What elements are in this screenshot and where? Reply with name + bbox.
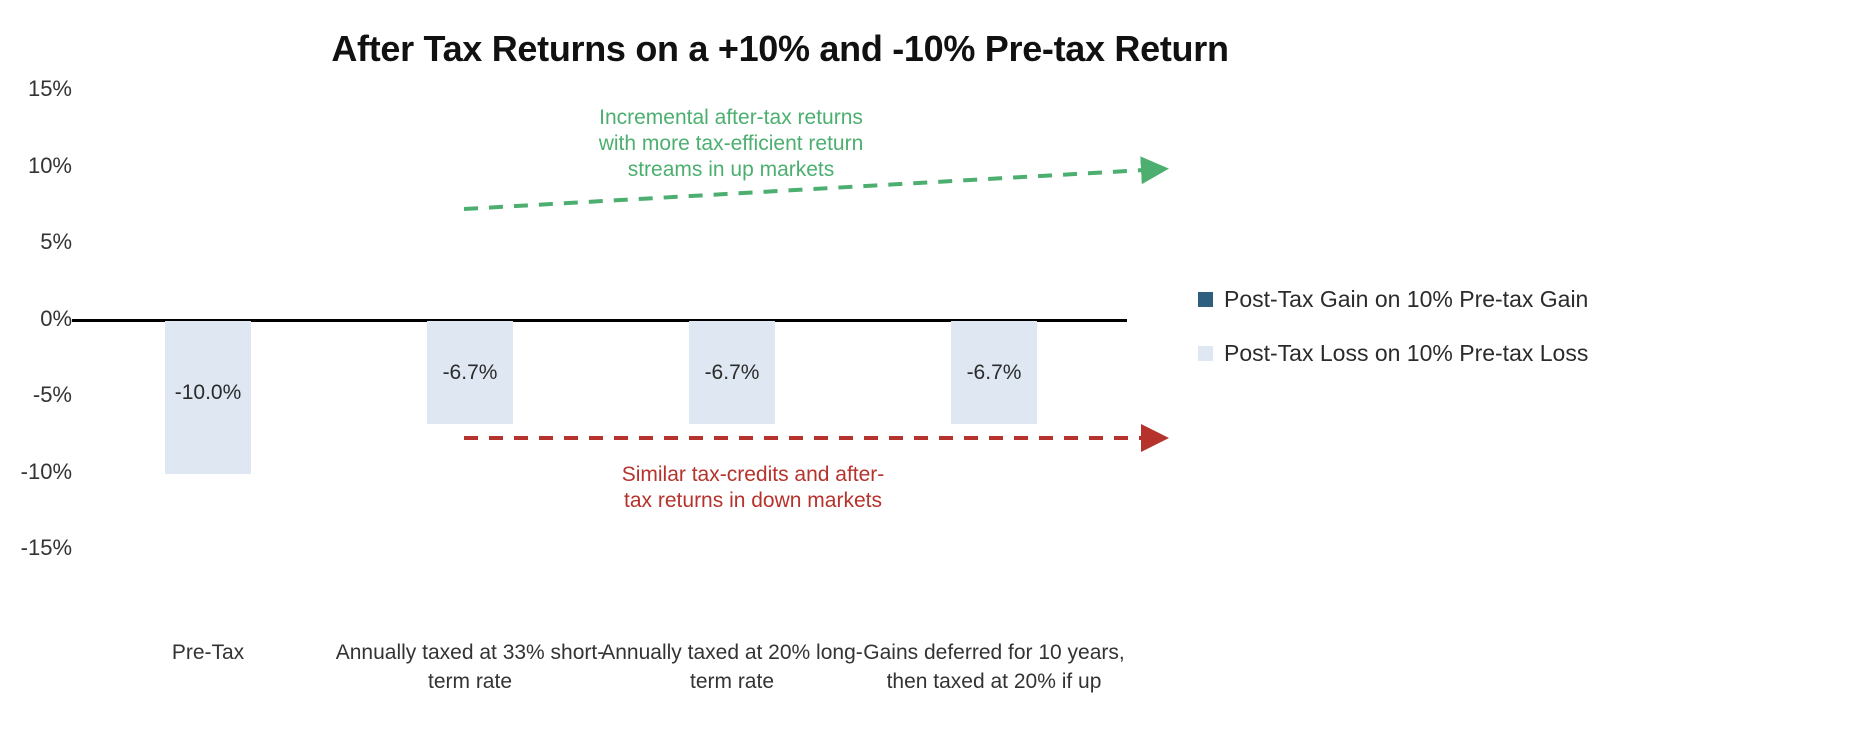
legend-label-gain: Post-Tax Gain on 10% Pre-tax Gain [1224, 285, 1589, 312]
legend-swatch-gain-icon [1198, 291, 1213, 307]
y-tick-neg5: -5% [32, 382, 72, 407]
bar-label-loss-short-term: -6.7% [442, 361, 498, 384]
plot-area: 15% 10% 5% 0% -5% -10% -15% 10.0% -10.0% [0, 0, 1127, 693]
bar-loss-long-term[interactable]: -6.7% [689, 321, 775, 424]
bar-loss-pre-tax[interactable]: -10.0% [165, 321, 251, 474]
category-label-pre-tax: Pre-Tax [171, 641, 245, 664]
chart-legend: Post-Tax Gain on 10% Pre-tax Gain Post-T… [1198, 272, 1838, 380]
legend-item-gain[interactable]: Post-Tax Gain on 10% Pre-tax Gain [1198, 272, 1838, 326]
y-axis: 15% 10% 5% 0% -5% -10% -15% [0, 0, 72, 660]
y-tick-15: 15% [27, 76, 72, 101]
zero-baseline [72, 319, 1127, 322]
chart-title: After Tax Returns on a +10% and -10% Pre… [331, 28, 1229, 69]
bar-loss-deferred[interactable]: -6.7% [951, 321, 1037, 424]
bar-label-loss-deferred: -6.7% [966, 361, 1022, 384]
y-tick-0: 0% [40, 306, 72, 331]
y-tick-neg15: -15% [20, 535, 72, 560]
category-label-long-term: Annually taxed at 20% long-term rate [601, 641, 863, 693]
legend-swatch-loss-icon [1198, 345, 1213, 361]
bar-label-loss-long-term: -6.7% [704, 361, 760, 384]
y-tick-neg10: -10% [20, 459, 72, 484]
annotation-up-markets: Incremental after-tax returns with more … [598, 106, 864, 181]
category-label-deferred: Gains deferred for 10 years, then taxed … [863, 641, 1125, 693]
y-tick-10: 10% [27, 153, 72, 178]
bar-series-group: 10.0% -10.0% 6.7% -6.7% 8.0% [165, 321, 1037, 474]
category-label-short-term: Annually taxed at 33% short-term rate [335, 641, 605, 693]
annotation-down-markets: Similar tax-credits and after- tax retur… [621, 463, 885, 512]
bar-loss-short-term[interactable]: -6.7% [427, 321, 513, 424]
legend-label-loss: Post-Tax Loss on 10% Pre-tax Loss [1224, 339, 1589, 366]
y-tick-5: 5% [40, 229, 72, 254]
legend-item-loss[interactable]: Post-Tax Loss on 10% Pre-tax Loss [1198, 326, 1838, 380]
bar-label-loss-pre-tax: -10.0% [174, 381, 242, 404]
